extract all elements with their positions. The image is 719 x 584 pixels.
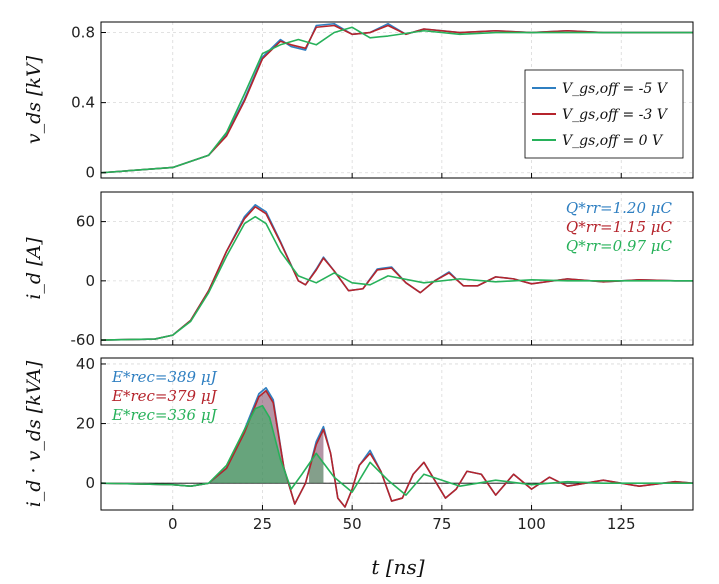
series-line bbox=[100, 404, 693, 496]
energy-area bbox=[309, 453, 324, 484]
panel-2: -60 0 60 i_d [A] Q*rr=1.20 μCQ*rr=1.15 μCQ*r… bbox=[23, 191, 694, 349]
y-tick-label: 0 bbox=[85, 474, 95, 492]
x-tick-label: 125 bbox=[607, 515, 636, 533]
y-axis-label: i_d [A] bbox=[23, 237, 45, 300]
x-tick-label: 25 bbox=[253, 515, 272, 533]
y-tick-label: 0.8 bbox=[71, 24, 95, 42]
x-tick-label: 75 bbox=[432, 515, 451, 533]
y-tick-label: 20 bbox=[76, 415, 95, 433]
y-tick-label: -60 bbox=[71, 331, 96, 349]
axes-frame bbox=[100, 191, 694, 346]
y-axis-label: v_ds [kV] bbox=[23, 55, 45, 144]
axes-frame bbox=[100, 21, 694, 179]
axes-frame bbox=[100, 357, 694, 511]
annotation-label: E*rec=389 μJ bbox=[111, 368, 218, 386]
y-tick-label: 0 bbox=[85, 164, 95, 182]
legend-label: V_gs,off = -3 V bbox=[562, 107, 669, 123]
y-axis-label: i_d · v_ds [kVA] bbox=[23, 360, 45, 507]
energy-area bbox=[309, 429, 324, 484]
legend-label: V_gs,off = -5 V bbox=[562, 81, 669, 97]
x-tick-label: 50 bbox=[343, 515, 362, 533]
annotation-label: E*rec=379 μJ bbox=[111, 387, 218, 405]
y-tick-label: 40 bbox=[76, 355, 95, 373]
x-tick-label: 0 bbox=[168, 515, 178, 533]
annotation-label: Q*rr=1.15 μC bbox=[566, 218, 673, 236]
annotation-label: E*rec=336 μJ bbox=[111, 406, 218, 424]
legend: V_gs,off = -5 V V_gs,off = -3 V V_gs,off =… bbox=[524, 69, 684, 159]
x-tick-label: 100 bbox=[517, 515, 546, 533]
series-line bbox=[100, 215, 693, 341]
y-tick-label: 0.4 bbox=[71, 94, 95, 112]
y-tick-label: 60 bbox=[76, 213, 95, 231]
annotation-label: Q*rr=0.97 μC bbox=[566, 237, 673, 255]
series-line bbox=[100, 206, 693, 341]
panel-1: 0 0.4 0.8 v_ds [kV] bbox=[23, 21, 694, 182]
series-line bbox=[100, 26, 693, 174]
legend-label: V_gs,off = 0 V bbox=[562, 133, 664, 149]
y-tick-label: 0 bbox=[85, 272, 95, 290]
annotation-label: Q*rr=1.20 μC bbox=[566, 199, 673, 217]
x-axis-label: t [ns] bbox=[371, 555, 424, 579]
energy-area bbox=[309, 426, 324, 484]
